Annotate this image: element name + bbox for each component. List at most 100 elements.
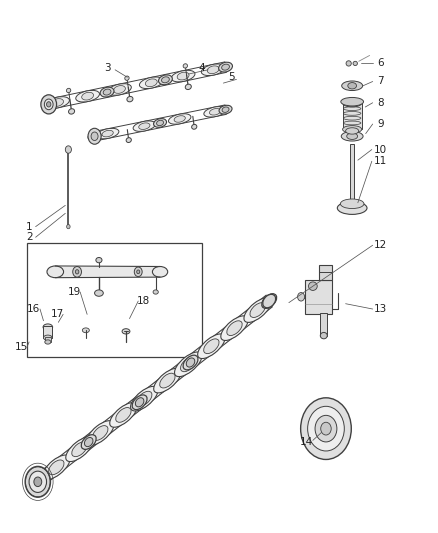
Ellipse shape [29,471,46,492]
Bar [27,243,201,357]
Ellipse shape [139,77,163,88]
Text: 18: 18 [137,296,151,306]
Ellipse shape [122,329,130,334]
Ellipse shape [116,408,131,422]
Text: 4: 4 [198,63,205,72]
Ellipse shape [49,460,64,475]
Ellipse shape [250,303,265,318]
Ellipse shape [68,109,74,114]
Ellipse shape [134,267,142,277]
Ellipse shape [346,128,359,134]
Ellipse shape [67,88,71,93]
Ellipse shape [308,282,317,290]
Ellipse shape [45,101,53,107]
Ellipse shape [125,76,129,80]
Text: 2: 2 [26,232,32,243]
Ellipse shape [45,340,51,344]
Bar [45,337,51,342]
Ellipse shape [244,298,271,322]
Ellipse shape [174,352,202,377]
Ellipse shape [85,438,93,447]
Ellipse shape [96,257,102,263]
Ellipse shape [66,437,93,462]
Ellipse shape [263,294,276,308]
Ellipse shape [135,398,144,407]
Bar [320,313,327,336]
Ellipse shape [340,199,364,208]
Ellipse shape [43,335,52,341]
Ellipse shape [91,132,98,141]
Ellipse shape [73,266,81,277]
Ellipse shape [204,339,219,353]
Circle shape [65,146,71,154]
Bar [305,280,332,314]
Bar [343,103,362,130]
Ellipse shape [207,66,219,74]
Bar [55,266,160,277]
Ellipse shape [133,121,155,132]
Ellipse shape [320,333,327,339]
Ellipse shape [347,133,357,140]
Ellipse shape [43,324,53,330]
Ellipse shape [183,64,187,68]
Circle shape [315,415,337,442]
Ellipse shape [174,116,185,122]
Ellipse shape [81,92,94,100]
Ellipse shape [42,455,70,480]
Ellipse shape [110,402,137,427]
Ellipse shape [183,355,198,370]
Ellipse shape [100,87,114,97]
Text: 19: 19 [67,287,81,297]
Ellipse shape [186,358,195,367]
Ellipse shape [348,83,357,89]
Text: 15: 15 [15,342,28,352]
Ellipse shape [152,266,168,277]
Ellipse shape [34,477,42,487]
Ellipse shape [162,77,170,83]
Ellipse shape [127,96,133,102]
Ellipse shape [160,373,175,388]
Text: 17: 17 [51,309,64,319]
Circle shape [321,422,331,435]
Bar [43,326,52,338]
Text: 3: 3 [104,63,111,72]
Ellipse shape [46,102,51,107]
Ellipse shape [44,99,53,110]
Ellipse shape [102,131,113,137]
Ellipse shape [222,107,229,112]
Ellipse shape [154,368,181,393]
Ellipse shape [159,75,172,85]
Ellipse shape [88,128,101,144]
Ellipse shape [75,270,79,274]
Text: 13: 13 [374,304,387,314]
Ellipse shape [209,109,221,115]
Text: 9: 9 [377,119,384,129]
Ellipse shape [171,70,195,82]
Circle shape [67,224,70,229]
Ellipse shape [219,62,233,72]
Ellipse shape [131,386,158,411]
Text: 10: 10 [374,144,387,155]
Ellipse shape [346,61,351,66]
Ellipse shape [265,296,273,305]
Ellipse shape [145,79,157,87]
Circle shape [300,398,351,459]
Circle shape [307,406,344,451]
Text: 5: 5 [228,72,234,82]
Text: 14: 14 [300,437,313,447]
Ellipse shape [198,334,225,359]
Ellipse shape [192,124,197,129]
Text: 1: 1 [26,222,32,232]
Ellipse shape [153,290,158,294]
Ellipse shape [87,421,114,446]
Ellipse shape [42,100,56,109]
Ellipse shape [96,128,119,139]
Ellipse shape [341,132,363,141]
Ellipse shape [343,99,362,107]
Ellipse shape [353,61,357,66]
Text: 6: 6 [377,59,384,68]
Ellipse shape [137,391,152,406]
Ellipse shape [72,442,87,457]
Ellipse shape [76,91,99,102]
Ellipse shape [139,123,150,130]
